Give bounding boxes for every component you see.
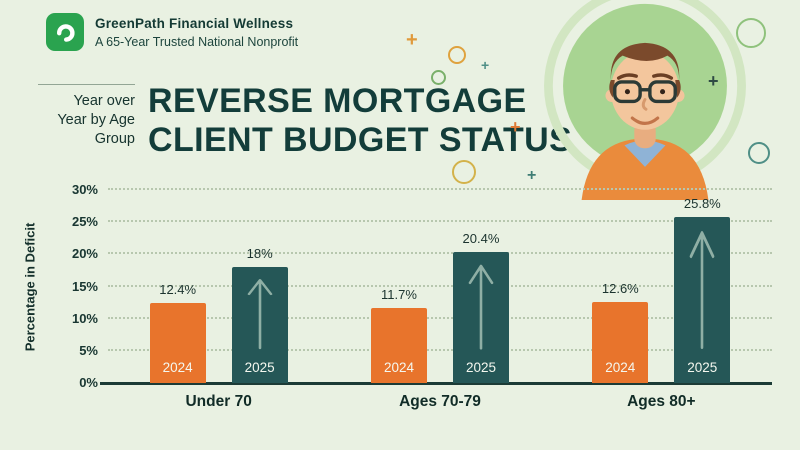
up-arrow-icon xyxy=(232,276,288,350)
decor-plus-icon: + xyxy=(527,167,537,184)
kicker-block: Year over Year by Age Group xyxy=(38,84,135,149)
y-axis-title: Percentage in Deficit xyxy=(22,222,38,352)
plot-area xyxy=(108,188,772,383)
x-axis-line xyxy=(100,382,772,385)
bar-year-label: 2024 xyxy=(605,360,636,375)
brand-text: GreenPath Financial Wellness A 65-Year T… xyxy=(95,16,298,49)
kicker-line-3: Group xyxy=(94,130,135,147)
decor-plus-icon: + xyxy=(708,71,719,91)
kicker-line-1: Year over xyxy=(73,93,135,109)
org-name: GreenPath Financial Wellness xyxy=(95,15,294,31)
bar-year-label: 2025 xyxy=(465,360,496,375)
greenpath-logo-icon xyxy=(46,13,84,51)
barwrap-2024: 11.7% 2024 xyxy=(370,286,427,383)
barwrap-2025: 18% 2025 xyxy=(231,246,288,383)
page-title: REVERSE MORTGAGE CLIENT BUDGET STATUS xyxy=(148,82,572,160)
bar-value-label: 12.4% xyxy=(159,282,197,298)
category-label-under-70: Under 70 xyxy=(185,393,252,410)
bar-year-label: 2024 xyxy=(162,360,193,375)
decor-circle-icon xyxy=(748,142,770,164)
bar-2024-ages-70-79: 2024 xyxy=(370,307,427,383)
decor-plus-icon: + xyxy=(481,57,490,73)
decor-circle-icon xyxy=(452,160,476,184)
bar-group-ages-70-79: 11.7% 2024 20.4% 2025 xyxy=(329,231,550,383)
bar-year-label: 2025 xyxy=(244,360,275,375)
up-arrow-icon xyxy=(674,226,730,350)
decor-circle-icon xyxy=(431,70,446,85)
bar-year-label: 2024 xyxy=(383,360,414,375)
decor-plus-icon: + xyxy=(510,117,521,137)
page-title-line-2: CLIENT BUDGET STATUS xyxy=(148,120,573,159)
bar-2024-under-70: 2024 xyxy=(149,303,206,383)
decor-circle-icon xyxy=(448,46,466,64)
kicker-rule xyxy=(38,84,135,85)
barwrap-2024: 12.4% 2024 xyxy=(149,282,206,383)
bar-value-label: 25.8% xyxy=(683,196,721,212)
bar-value-label: 18% xyxy=(246,246,273,262)
category-label-ages-80-plus: Ages 80+ xyxy=(627,393,696,410)
barwrap-2025: 20.4% 2025 xyxy=(452,230,509,383)
bar-group-ages-80-plus: 12.6% 2024 25.8% 2025 xyxy=(551,196,772,383)
bar-group-under-70: 12.4% 2024 18% 2025 xyxy=(108,246,329,383)
category-label-ages-70-79: Ages 70-79 xyxy=(399,393,481,410)
bar-chart: 12.4% 2024 18% 2025 11.7% 2024 xyxy=(108,190,772,383)
up-arrow-icon xyxy=(453,261,509,350)
x-axis-category-labels: Under 70 Ages 70-79 Ages 80+ xyxy=(108,393,772,411)
decor-plus-icon: + xyxy=(406,29,418,51)
bar-value-label: 20.4% xyxy=(462,230,500,246)
decor-circle-icon xyxy=(736,18,766,48)
barwrap-2024: 12.6% 2024 xyxy=(592,280,649,383)
y-axis-tick-labels: 0% 5% 10% 15% 20% 25% 30% xyxy=(71,182,98,390)
bar-2025-under-70: 2025 xyxy=(231,267,288,383)
mascot-illustration xyxy=(528,0,762,200)
page-title-line-1: REVERSE MORTGAGE xyxy=(148,82,527,120)
kicker-line-2: Year by Age xyxy=(57,111,135,128)
bar-2024-ages-80-plus: 2024 xyxy=(592,301,649,383)
bar-2025-ages-80-plus: 2025 xyxy=(674,217,731,383)
brand-header: GreenPath Financial Wellness A 65-Year T… xyxy=(46,13,298,51)
org-tagline: A 65-Year Trusted National Nonprofit xyxy=(95,34,299,49)
bar-2025-ages-70-79: 2025 xyxy=(452,251,509,383)
bar-value-label: 12.6% xyxy=(601,280,639,296)
bar-year-label: 2025 xyxy=(687,360,718,375)
barwrap-2025: 25.8% 2025 xyxy=(674,196,731,383)
bar-value-label: 11.7% xyxy=(381,286,417,302)
